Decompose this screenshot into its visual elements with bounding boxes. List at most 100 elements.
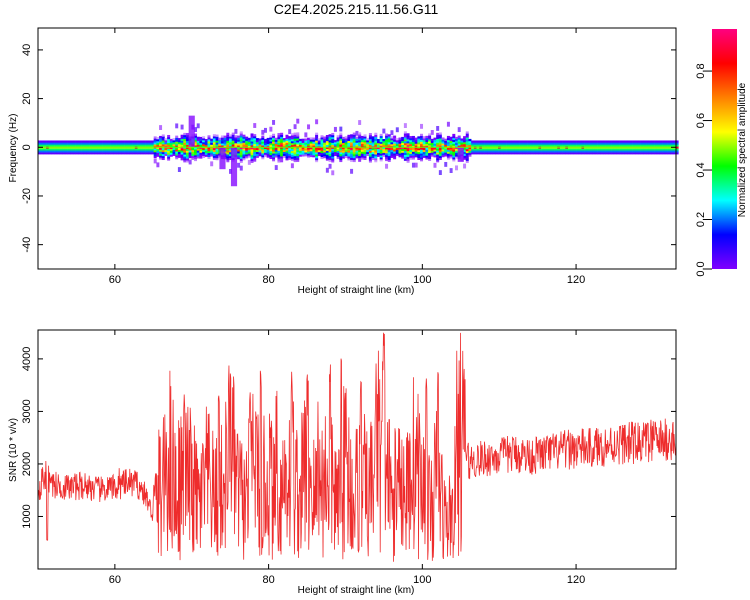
spectrogram-cell (67, 140, 71, 143)
spectrogram-cell (632, 148, 636, 151)
spectrogram-cell (220, 139, 224, 142)
spectrogram-cell (220, 135, 224, 138)
spectrogram-cell (280, 132, 284, 136)
spectrogram-cell (234, 137, 238, 140)
spectrogram-cell (600, 142, 604, 145)
spectrogram-cell (489, 150, 493, 153)
spectrogram-cell (258, 148, 262, 151)
spectrogram-cell (524, 152, 528, 155)
spectrogram-cell (530, 152, 534, 155)
spectrogram-cell (102, 152, 106, 155)
spectrogram-cell (600, 144, 604, 147)
spectrogram-cell (282, 141, 286, 145)
spectrogram-cell (452, 153, 456, 156)
spectrogram-cell (640, 150, 644, 153)
spectrogram-cell (441, 147, 445, 150)
spectrogram-cell (83, 144, 87, 147)
spectrogram-cell (656, 140, 660, 143)
spectrogram-cell (352, 138, 356, 141)
spectrogram-cell (476, 144, 480, 147)
spectrogram-cell (339, 126, 343, 132)
spectrogram-cell (102, 150, 106, 153)
spectrogram-cell (280, 160, 284, 163)
spectrogram-cell (452, 143, 456, 146)
spectrogram-cell (627, 142, 631, 145)
spectrogram-cell (218, 145, 222, 148)
spectrogram-cell (185, 144, 189, 147)
spectrogram-cell (433, 162, 437, 168)
spectrogram-cell (212, 136, 216, 139)
spectrogram-cell (204, 150, 208, 153)
spectrogram-cell (253, 136, 257, 139)
spectrogram-cell (129, 144, 133, 147)
spectrogram-cell (142, 144, 146, 147)
colorbar-tick-label: 0.6 (695, 113, 707, 128)
spectrogram-cell (460, 138, 464, 141)
spectrogram-cell (417, 138, 421, 141)
spectrogram-cell (43, 152, 47, 155)
spectrogram-cell (589, 148, 593, 151)
spectrogram-cell (151, 150, 154, 153)
spectrogram-cell (637, 142, 641, 145)
spectrogram-cell (46, 142, 50, 145)
spectrogram-cell (589, 144, 593, 147)
spectrogram-cell (611, 150, 615, 153)
spectrogram-cell (325, 152, 329, 155)
spectrogram-cell (336, 135, 340, 138)
spectrogram-cell (234, 142, 238, 146)
spectrogram-cell (75, 150, 79, 153)
spectrogram-cell (646, 144, 650, 147)
spectrogram-cell (656, 144, 660, 147)
spectrogram-cell (624, 148, 628, 151)
spectrogram-cell (675, 152, 679, 155)
spectrogram-cell (315, 134, 319, 137)
spectrogram-cell (167, 148, 171, 151)
spectrogram-cell (468, 152, 472, 155)
spectrogram-cell (589, 140, 593, 143)
spectrogram-cell (51, 150, 55, 153)
spectrogram-cell (433, 155, 437, 158)
spectrogram-cell (358, 144, 362, 147)
spectrogram-cell (253, 155, 257, 158)
spectrogram-cell (175, 139, 179, 142)
spectrogram-cell (196, 154, 200, 157)
spectrogram-cell (156, 140, 160, 144)
spectrogram-cell (565, 142, 569, 145)
spectrogram-cell (274, 151, 278, 154)
spectrogram-cell (506, 142, 510, 145)
spectrogram-cell (406, 135, 410, 138)
spectrogram-cell (430, 138, 434, 142)
spectrogram-cell (132, 144, 136, 147)
spectrogram-cell (97, 142, 101, 145)
spectrogram-cell (379, 143, 383, 146)
spectrogram-cell (570, 142, 574, 145)
spectrogram-cell (554, 150, 558, 153)
spectrogram-cell (557, 142, 561, 145)
spectrogram-cell (366, 151, 370, 155)
spectrogram-cell (237, 143, 241, 146)
spectrogram-cell (250, 150, 254, 154)
spectrogram-cell (185, 140, 189, 144)
spectrogram-cell (379, 159, 383, 162)
spectrogram-cell (428, 146, 432, 150)
spectrogram-cell (414, 143, 418, 146)
spectrogram-cell (288, 153, 292, 156)
spectrogram-cell (255, 153, 259, 156)
spectrogram-cell (403, 133, 407, 136)
spectrogram-cell (376, 140, 380, 144)
spectrogram-cell (409, 151, 413, 154)
spectrogram-cell (237, 139, 241, 142)
spectrogram-cell (465, 146, 469, 150)
spectrogram-cell (140, 144, 144, 147)
snr-y-tick-label: 2000 (21, 452, 33, 476)
spectrogram-cell (608, 142, 612, 145)
spectrogram-cell (584, 148, 588, 151)
spectrogram-cell (624, 150, 628, 153)
spectrogram-cell (290, 148, 294, 152)
spectrogram-cell (250, 143, 254, 146)
spectrogram-cell (411, 153, 415, 156)
spectrogram-cell (142, 152, 146, 155)
spectrogram-cell (183, 150, 187, 153)
spectrogram-cell (390, 153, 394, 156)
spectrogram-cell (126, 140, 130, 143)
